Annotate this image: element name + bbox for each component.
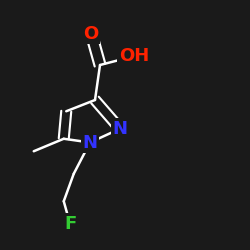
Text: F: F — [64, 215, 76, 233]
Text: O: O — [84, 25, 99, 43]
Text: N: N — [82, 134, 98, 152]
Text: OH: OH — [119, 47, 149, 65]
Text: N: N — [112, 120, 128, 138]
